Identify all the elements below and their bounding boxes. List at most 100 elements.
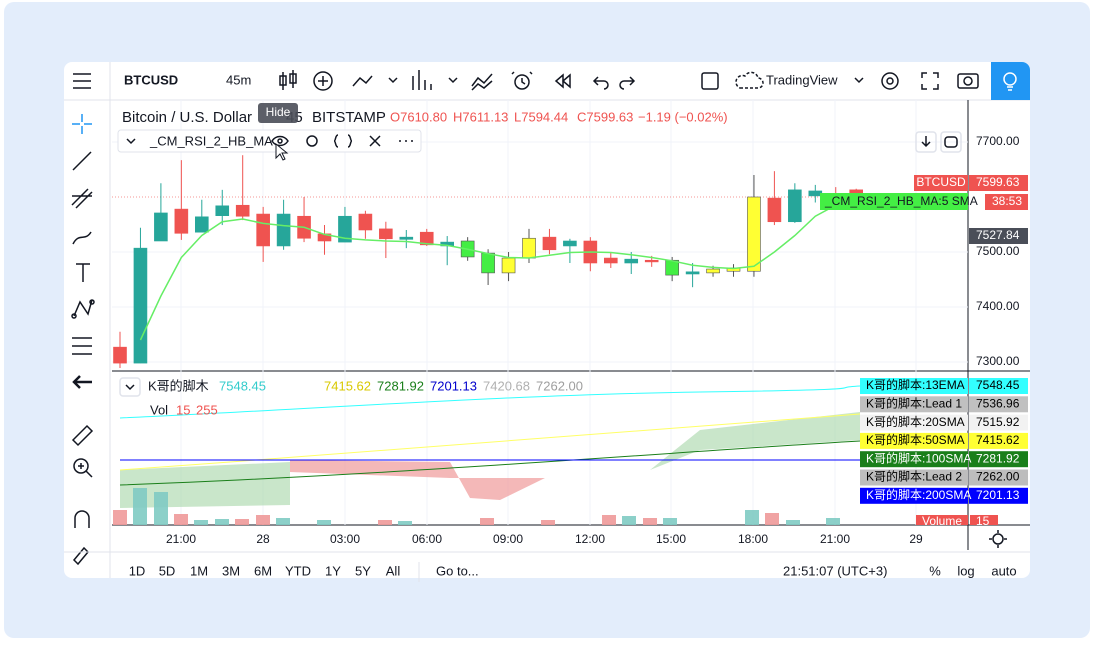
- lower-value: 7262.00: [536, 378, 583, 393]
- cloud-icon[interactable]: [735, 71, 764, 89]
- range-button[interactable]: 5Y: [355, 563, 371, 578]
- indicator-tag-name: K哥的脚本:100SMA: [866, 450, 971, 465]
- lower-collapse[interactable]: [119, 377, 141, 397]
- volume-value-bg: [970, 515, 998, 525]
- indicator-tag-name: K哥的脚本:13EMA: [866, 377, 965, 392]
- undo-icon[interactable]: [592, 76, 609, 90]
- cloud-green-right: [650, 412, 860, 470]
- goto-button[interactable]: Go to...: [436, 563, 479, 578]
- range-button[interactable]: 1D: [129, 563, 146, 578]
- bars-icon[interactable]: [412, 70, 458, 90]
- templates-icon[interactable]: [471, 73, 493, 91]
- collapse-icon[interactable]: [126, 138, 136, 145]
- indicator-actions[interactable]: [271, 134, 413, 148]
- candle-body: [747, 196, 761, 272]
- price-tick-label: 7300.00: [976, 354, 1020, 368]
- lower-name: K哥的脚木: [148, 378, 209, 393]
- candle-body: [808, 190, 823, 197]
- cloud-red: [290, 460, 545, 500]
- range-button[interactable]: 1M: [190, 563, 208, 578]
- candle-type-icon[interactable]: [279, 70, 297, 90]
- range-button[interactable]: 3M: [222, 563, 240, 578]
- candle-body: [522, 237, 536, 259]
- legend-low: L7594.44: [514, 109, 568, 124]
- indicator-tag-value: 7548.45: [976, 378, 1020, 392]
- interval[interactable]: 45m: [226, 72, 251, 87]
- candle-body: [542, 236, 557, 251]
- legend-high: H7611.13: [453, 109, 508, 124]
- candle-body: [685, 271, 700, 275]
- candle-body: [501, 257, 516, 274]
- volume-value: 15: [976, 514, 990, 528]
- legend-exchange: BITSTAMP: [312, 109, 386, 126]
- layout-icon[interactable]: [701, 72, 719, 90]
- time-label: 28: [256, 532, 270, 546]
- candle-body: [174, 208, 189, 234]
- marker-bg: [969, 228, 1028, 244]
- menu-icon[interactable]: [73, 73, 91, 89]
- indicator-value-bg: [969, 414, 1028, 431]
- clock: 21:51:07 (UTC+3): [783, 563, 887, 578]
- compare-icon[interactable]: [352, 75, 398, 87]
- layout-chevron[interactable]: [854, 77, 864, 84]
- pane-buttons[interactable]: [915, 131, 962, 153]
- symbol-tag-bg: [914, 175, 968, 191]
- legend-name: Bitcoin / U.S. Dollar: [122, 109, 252, 126]
- symbol-tag: BTCUSD: [916, 175, 966, 189]
- price-tick-label: 7400.00: [976, 299, 1020, 313]
- candle-body: [113, 346, 127, 364]
- indicators-icon[interactable]: [313, 71, 333, 91]
- tooltip: Hide: [266, 105, 291, 119]
- scale-option[interactable]: %: [929, 563, 941, 578]
- last-tag-bg: [969, 175, 1028, 191]
- price-tick-label: 7700.00: [976, 134, 1020, 148]
- candle-body: [481, 252, 495, 274]
- candle-body: [235, 204, 250, 217]
- indicator-tag-value: 7415.62: [976, 433, 1020, 447]
- lower-value: 7281.92: [377, 378, 424, 393]
- drawing-tools[interactable]: [71, 114, 95, 566]
- candle-body: [399, 236, 414, 240]
- indicator-tag-name: K哥的脚本:50SMA: [866, 432, 965, 447]
- time-label: 06:00: [412, 532, 442, 546]
- candle-body: [215, 205, 230, 217]
- scale-option[interactable]: log: [957, 563, 974, 578]
- replay-icon[interactable]: [554, 73, 571, 89]
- time-label: 15:00: [656, 532, 686, 546]
- lower-value: 7201.13: [430, 378, 477, 393]
- candle-body: [706, 268, 720, 274]
- ema13-line: [119, 385, 861, 419]
- indicator-tag-value: 7281.92: [976, 451, 1020, 465]
- volume-tag: Volume: [922, 514, 962, 528]
- redo-icon[interactable]: [619, 76, 636, 90]
- indicator-tag-name: K哥的脚本:Lead 2: [866, 469, 962, 484]
- range-button[interactable]: 6M: [254, 563, 272, 578]
- range-button[interactable]: YTD: [285, 563, 311, 578]
- alert-icon[interactable]: [511, 71, 533, 90]
- snapshot-icon[interactable]: [957, 73, 979, 89]
- settings-icon[interactable]: [881, 72, 899, 90]
- range-button[interactable]: All: [386, 563, 401, 578]
- sma50-line: [119, 413, 861, 471]
- scale-option[interactable]: auto: [991, 563, 1016, 578]
- timer-bg: [985, 194, 1028, 210]
- range-button[interactable]: 5D: [159, 563, 176, 578]
- candle-body: [624, 258, 639, 264]
- layout-name[interactable]: TradingView: [766, 72, 838, 87]
- axis-settings[interactable]: [989, 530, 1007, 548]
- indicator-value-bg: [969, 451, 1028, 468]
- indicator-name[interactable]: _CM_RSI_2_HB_MA: [149, 133, 273, 148]
- indicator-tag-name: K哥的脚本:200SMA: [866, 487, 971, 502]
- fullscreen-icon[interactable]: [921, 72, 939, 90]
- symbol[interactable]: BTCUSD: [124, 72, 178, 87]
- candle-body: [195, 216, 209, 233]
- indicator-tag-bg: [860, 432, 968, 449]
- time-label: 21:00: [820, 532, 850, 546]
- ideas-button[interactable]: [991, 62, 1030, 100]
- indicator-value-bg: [969, 396, 1028, 413]
- candle-body: [256, 213, 270, 247]
- range-button[interactable]: 1Y: [325, 563, 341, 578]
- indicator-tag-bg: [860, 396, 968, 413]
